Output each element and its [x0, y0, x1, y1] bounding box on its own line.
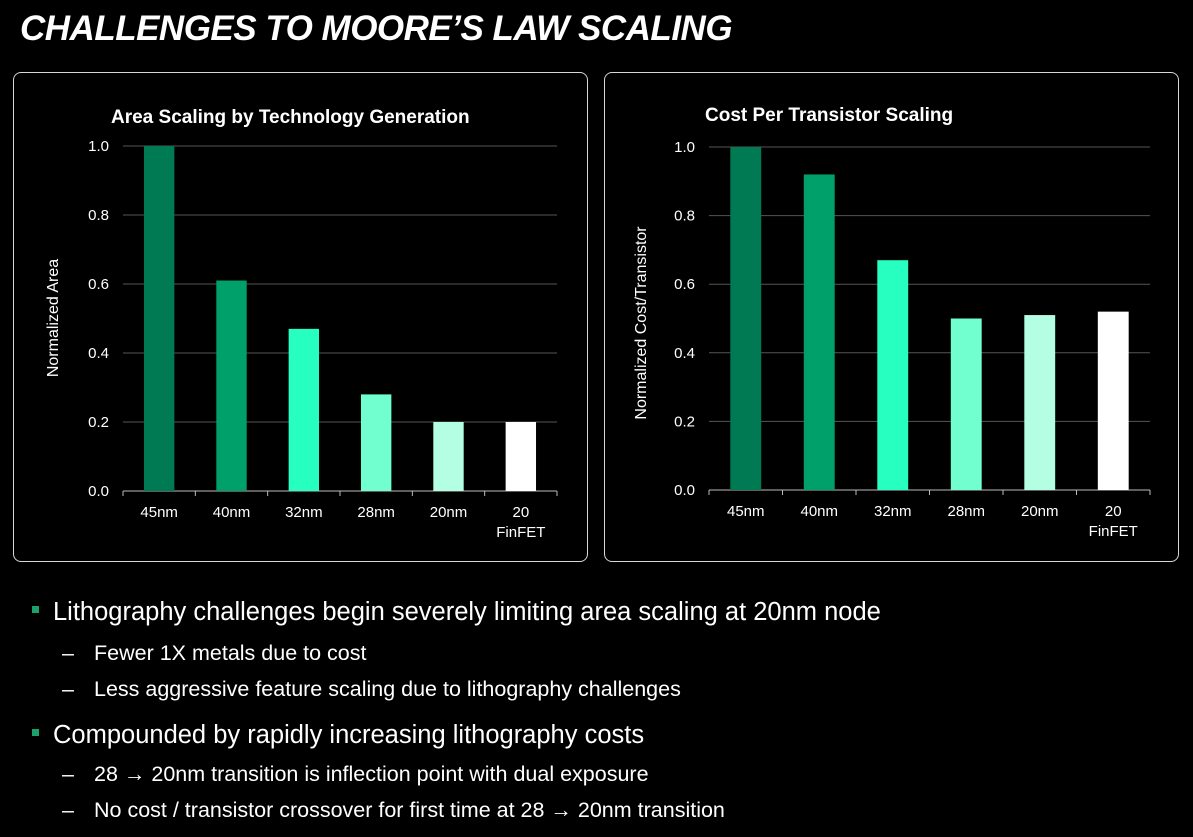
dash-icon: – — [62, 798, 74, 822]
area-scaling-chart: Area Scaling by Technology Generation Nor… — [45, 107, 558, 541]
bullet-2-sub-1-text: 28 → 20nm transition is inflection point… — [94, 762, 649, 786]
bar-4 — [360, 394, 392, 491]
bar-1 — [730, 147, 762, 490]
y-tick-label: 0.4 — [88, 345, 109, 362]
x-tick-label: 28nm — [947, 503, 985, 520]
x-tick-label: 45nm — [140, 504, 178, 521]
bullet-1-sub-2: – Less aggressive feature scaling due to … — [62, 677, 681, 702]
bullet-2-text: Compounded by rapidly increasing lithogr… — [53, 721, 645, 749]
cost-per-transistor-chart-panel: Cost Per Transistor Scaling Normalized Co… — [604, 72, 1179, 562]
bar-6 — [505, 422, 537, 491]
bar-2 — [216, 280, 247, 491]
x-tick-label: 40nm — [213, 504, 251, 521]
dash-icon: – — [62, 641, 74, 665]
bar-2 — [803, 174, 835, 490]
bullet-1-sub-1: – Fewer 1X metals due to cost — [62, 641, 366, 666]
bullet-2-sub-2-text: No cost / transistor crossover for first… — [94, 798, 725, 822]
bar-5 — [1024, 315, 1056, 490]
y-tick-label: 0.4 — [674, 345, 695, 362]
bullet-square-icon — [32, 605, 39, 613]
bullet-square-icon — [32, 728, 39, 736]
x-tick-label: 32nm — [874, 503, 912, 520]
bar-3 — [877, 260, 909, 490]
bar-5 — [433, 422, 464, 491]
x-tick-label: 20 FinFET — [1089, 503, 1138, 540]
bar-3 — [288, 328, 320, 491]
slide-title: CHALLENGES TO MOORE’S LAW SCALING — [20, 9, 733, 48]
chart-title: Area Scaling by Technology Generation — [111, 107, 470, 128]
x-tick-label: 20nm — [1021, 503, 1059, 520]
y-tick-label: 0.8 — [674, 208, 695, 225]
bullet-1-sub-1-text: Fewer 1X metals due to cost — [94, 641, 367, 665]
bullet-2: Compounded by rapidly increasing lithogr… — [32, 721, 644, 750]
bar-6 — [1097, 311, 1129, 490]
bullet-1: Lithography challenges begin severely li… — [32, 598, 881, 627]
x-tick-label: 32nm — [285, 504, 323, 521]
y-tick-label: 0.8 — [88, 207, 109, 224]
area-scaling-chart-panel: Area Scaling by Technology Generation Nor… — [13, 72, 588, 562]
bar-4 — [950, 318, 982, 490]
bullet-2-sub-1: –28 → 20nm transition is inflection poin… — [62, 762, 649, 787]
y-axis-label: Normalized Cost/Transistor — [633, 226, 650, 420]
cost-per-transistor-chart: Cost Per Transistor Scaling Normalized Co… — [633, 105, 1151, 540]
bar-1 — [143, 146, 175, 491]
y-tick-label: 0.2 — [88, 414, 109, 431]
y-tick-label: 0.6 — [674, 276, 695, 293]
x-tick-label: 40nm — [800, 503, 838, 520]
dash-icon: – — [62, 762, 74, 786]
y-tick-label: 1.0 — [674, 139, 695, 156]
y-tick-label: 0.0 — [674, 482, 695, 499]
bullet-1-sub-2-text: Less aggressive feature scaling due to l… — [94, 677, 681, 701]
x-tick-label: 20 FinFET — [496, 504, 545, 541]
y-tick-label: 0.6 — [88, 276, 109, 293]
x-tick-label: 45nm — [727, 503, 765, 520]
chart-title: Cost Per Transistor Scaling — [705, 105, 953, 126]
x-tick-label: 20nm — [430, 504, 468, 521]
y-tick-label: 1.0 — [88, 138, 109, 155]
bullet-2-sub-2: – No cost / transistor crossover for firs… — [62, 798, 725, 823]
y-tick-label: 0.2 — [674, 413, 695, 430]
y-axis-label: Normalized Area — [45, 259, 62, 377]
bullet-1-text: Lithography challenges begin severely li… — [53, 598, 881, 626]
y-tick-label: 0.0 — [88, 483, 109, 500]
x-tick-label: 28nm — [357, 504, 395, 521]
dash-icon: – — [62, 677, 74, 701]
